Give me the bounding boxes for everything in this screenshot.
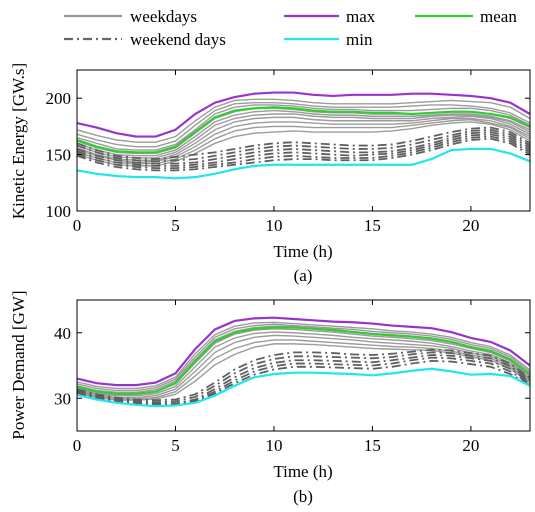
- panel-b-min-line: [76, 367, 531, 408]
- panel-a-weekday-line-5: [76, 113, 531, 159]
- panel-b-axes-box: [76, 299, 531, 432]
- panel-a-weekend-line-2: [76, 131, 531, 165]
- panel-a-axes-box: [76, 69, 531, 212]
- panel-a-weekday-line-4: [76, 109, 531, 157]
- panel-b-ylabel: Power Demand [GW]: [9, 290, 28, 439]
- panel-b-mean-line: [76, 326, 531, 395]
- panel-a-weekend-line-4: [76, 135, 531, 170]
- panel-a-weekday-line-1: [76, 102, 531, 148]
- panel-a-weekday-line-6: [76, 115, 531, 161]
- panel-a-series-layer: [76, 91, 531, 180]
- panel-a-weekend-line-1: [76, 128, 531, 163]
- panel-b-ytick-label-30: 30: [54, 389, 71, 408]
- panel-a-xtick-label-15: 15: [364, 216, 381, 235]
- panel-b-weekday-line-6: [76, 339, 531, 400]
- panel-a-ytick-label-100: 100: [46, 202, 72, 221]
- panel-a-ticks: 0 5 10 15 20 100 150 200: [46, 70, 530, 235]
- panel-a-weekend-line-5: [76, 137, 531, 172]
- legend-label-min: min: [346, 30, 373, 49]
- panel-a-mean-line: [76, 106, 531, 154]
- panel-a-caption: (a): [294, 266, 313, 285]
- panel-b-weekend-line-4: [76, 360, 531, 406]
- panel-b-xtick-label-10: 10: [265, 436, 282, 455]
- panel-b-weekend-line-0: [76, 348, 531, 402]
- panel-b-weekday-line-0: [76, 321, 531, 390]
- panel-a-xtick-label-5: 5: [171, 216, 180, 235]
- panel-a-weekend-line-0: [76, 126, 531, 161]
- panel-b-series-layer: [76, 316, 531, 408]
- legend: weekdays max mean weekend days min: [64, 7, 517, 49]
- panel-b-ytick-label-40: 40: [54, 324, 71, 343]
- panel-b-ticks: 0 5 10 15 20 30 40: [54, 300, 530, 455]
- panel-b-weekend-line-1: [76, 351, 531, 404]
- panel-a-xtick-label-0: 0: [73, 216, 82, 235]
- panel-b-caption: (b): [293, 487, 313, 506]
- panel-b-xtick-label-5: 5: [171, 436, 180, 455]
- legend-label-weekdays: weekdays: [130, 7, 197, 26]
- panel-a-weekend-line-3: [76, 133, 531, 167]
- panel-a-min-line: [76, 147, 531, 180]
- panel-a-ylabel: Kinetic Energy [GW.s]: [9, 63, 28, 219]
- panel-b-weekday-line-1: [76, 323, 531, 392]
- panel-b-xtick-label-15: 15: [364, 436, 381, 455]
- panel-b-max-line: [76, 316, 531, 387]
- panel-a-weekday-line-0: [76, 98, 531, 143]
- legend-label-max: max: [346, 7, 376, 26]
- panel-a-xlabel: Time (h): [273, 242, 332, 261]
- panel-a-xtick-label-10: 10: [265, 216, 282, 235]
- panel-b-xtick-label-20: 20: [462, 436, 479, 455]
- legend-label-weekend-days: weekend days: [130, 30, 226, 49]
- panel-a-ytick-label-150: 150: [46, 146, 72, 165]
- panel-a-xtick-label-20: 20: [462, 216, 479, 235]
- panel-b-xlabel: Time (h): [273, 462, 332, 481]
- panel-a-weekday-line-2: [76, 104, 531, 151]
- panel-a-ytick-label-200: 200: [46, 89, 72, 108]
- panel-a-max-line: [76, 91, 531, 138]
- panel-a-kinetic-energy: 0 5 10 15 20 100 150 200 Time (h) Kinetic Energ…: [9, 63, 531, 285]
- panel-b-weekday-line-5: [76, 334, 531, 399]
- panel-b-weekday-line-4: [76, 331, 531, 397]
- panel-b-xtick-label-0: 0: [73, 436, 82, 455]
- legend-label-mean: mean: [480, 7, 517, 26]
